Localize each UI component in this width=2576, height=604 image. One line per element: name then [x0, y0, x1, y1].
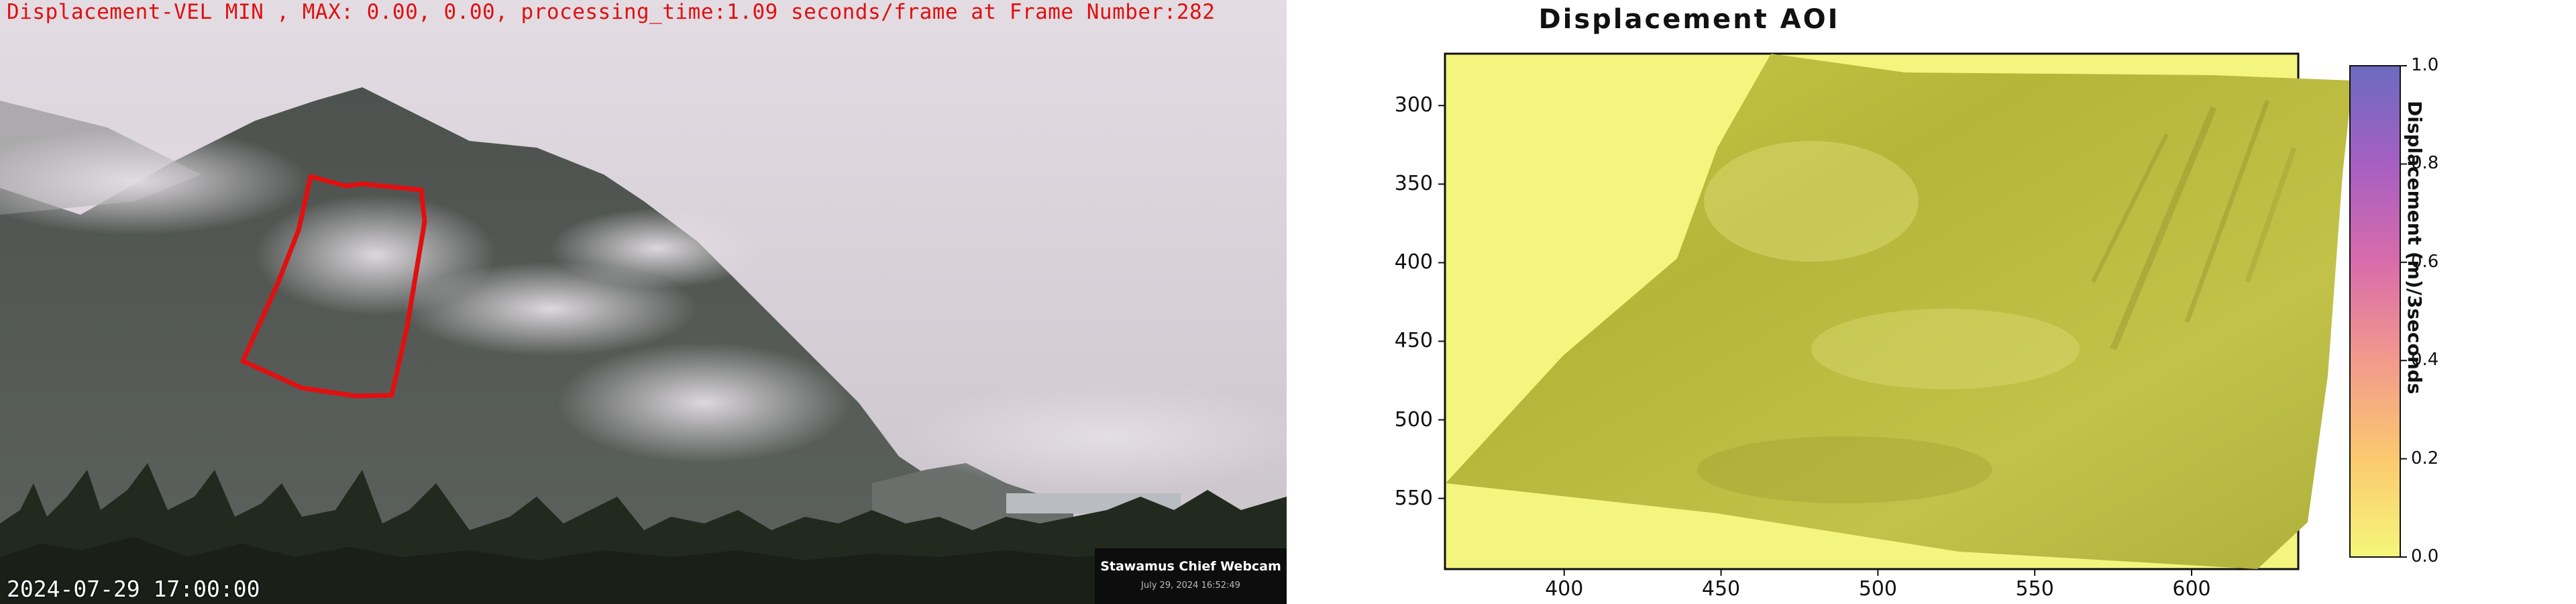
webcam-label-box: Stawamus Chief Webcam July 29, 2024 16:5… [1095, 548, 1287, 604]
colorbar-label: Displacement (m)/3seconds [2404, 101, 2426, 395]
y-tick-label: 450 [1394, 329, 1433, 353]
colorbar-tick-label: 0.4 [2411, 350, 2439, 370]
x-tick-label: 450 [1701, 577, 1741, 601]
x-axis-ticks [1563, 569, 2192, 576]
colorbar [2349, 65, 2401, 558]
y-tick-label: 350 [1394, 172, 1433, 196]
aoi-polygon [240, 174, 427, 399]
image-texture [1697, 99, 2297, 503]
webcam-date: July 29, 2024 16:52:49 [1141, 581, 1240, 591]
processing-overlay-text: Displacement-VEL MIN , MAX: 0.00, 0.00, … [7, 0, 1216, 24]
colorbar-ticks [2400, 65, 2407, 558]
y-tick-label: 500 [1394, 407, 1433, 432]
y-tick-label: 400 [1394, 250, 1433, 274]
x-tick-label: 400 [1545, 577, 1584, 601]
y-tick-label: 550 [1394, 486, 1433, 510]
warped-aoi-image [1446, 54, 2353, 569]
y-tick-label: 300 [1394, 93, 1433, 117]
webcam-frame: Displacement-VEL MIN , MAX: 0.00, 0.00, … [0, 0, 1287, 604]
webcam-scene [0, 0, 1287, 604]
x-tick-label: 600 [2172, 577, 2211, 601]
colorbar-tick-label: 0.8 [2411, 153, 2439, 174]
webcam-name: Stawamus Chief Webcam [1100, 559, 1281, 574]
plot-title: Displacement AOI [1538, 4, 1840, 35]
plot-axes [1438, 52, 2407, 576]
x-tick-label: 500 [1858, 577, 1897, 601]
y-axis-ticks [1438, 105, 1445, 499]
x-tick-label: 550 [2015, 577, 2054, 601]
frame-timestamp: 2024-07-29 17:00:00 [7, 576, 260, 602]
colorbar-tick-label: 1.0 [2411, 55, 2439, 75]
colorbar-tick-label: 0.0 [2411, 546, 2439, 566]
displacement-plot: Displacement AOI [1287, 0, 2576, 604]
colorbar-tick-label: 0.6 [2411, 251, 2439, 272]
colorbar-tick-label: 0.2 [2411, 448, 2439, 468]
